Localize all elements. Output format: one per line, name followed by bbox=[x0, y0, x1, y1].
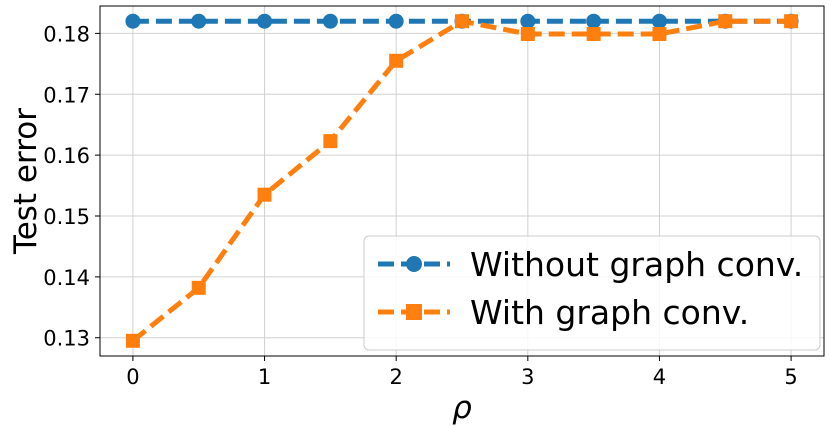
data-point bbox=[389, 53, 404, 68]
data-point bbox=[257, 187, 272, 202]
data-point bbox=[257, 13, 273, 29]
x-tick-label: 2 bbox=[389, 365, 402, 389]
legend-marker-with bbox=[406, 304, 422, 320]
y-tick-label: 0.18 bbox=[43, 22, 90, 46]
y-axis-title: Test error bbox=[8, 108, 44, 255]
x-tick-label: 5 bbox=[784, 365, 797, 389]
data-point bbox=[586, 13, 602, 29]
data-point bbox=[455, 14, 469, 29]
legend-label-without: Without graph conv. bbox=[470, 245, 803, 284]
data-point bbox=[323, 134, 338, 149]
series-with-graph-conv bbox=[125, 14, 799, 348]
y-tick-label: 0.13 bbox=[43, 327, 90, 351]
y-tick-label: 0.15 bbox=[43, 205, 90, 229]
plot-frame bbox=[99, 5, 825, 357]
data-point bbox=[520, 27, 535, 41]
data-point bbox=[322, 13, 338, 29]
x-axis-title: ρ bbox=[452, 390, 472, 426]
data-point bbox=[388, 13, 404, 29]
data-point bbox=[651, 13, 667, 29]
data-point bbox=[586, 27, 601, 41]
y-tick-label: 0.14 bbox=[43, 266, 90, 290]
data-point bbox=[784, 14, 799, 29]
x-tick-label: 4 bbox=[653, 365, 666, 389]
legend-box bbox=[363, 235, 821, 351]
plot-series bbox=[125, 13, 799, 348]
y-tick-label: 0.17 bbox=[43, 83, 90, 107]
data-point bbox=[191, 13, 207, 29]
legend-label-with: With graph conv. bbox=[470, 293, 749, 332]
x-tick-label: 1 bbox=[258, 365, 271, 389]
data-point bbox=[125, 333, 140, 348]
y-tick-label: 0.16 bbox=[43, 144, 90, 168]
legend-marker-without bbox=[406, 256, 422, 272]
data-point bbox=[520, 13, 536, 29]
data-point bbox=[652, 27, 667, 41]
data-point bbox=[191, 280, 206, 295]
x-tick-label: 0 bbox=[126, 365, 139, 389]
axis-ticks: 0 1 2 3 4 5 0.13 0.14 0.15 0.16 0.17 0.18 bbox=[43, 22, 798, 389]
legend: Without graph conv. With graph conv. bbox=[363, 235, 821, 351]
data-point bbox=[125, 13, 141, 29]
x-tick-label: 3 bbox=[521, 365, 534, 389]
data-point bbox=[718, 14, 733, 29]
